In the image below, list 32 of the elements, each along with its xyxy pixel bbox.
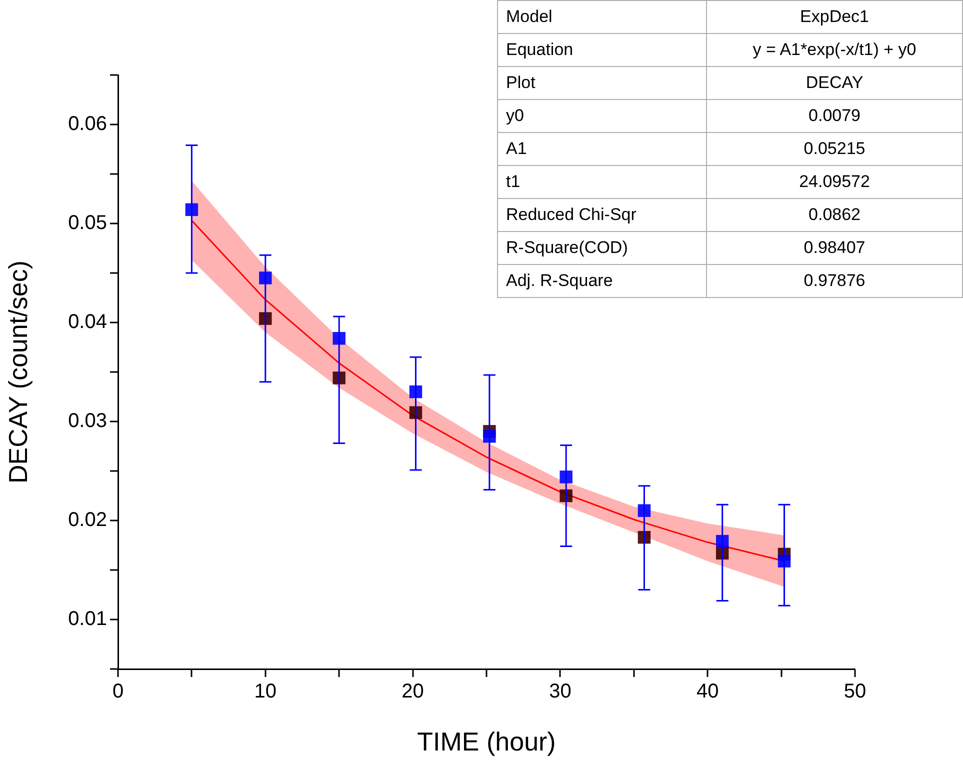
annotation: 0.98407 bbox=[706, 232, 962, 264]
x-tick-label: 10 bbox=[254, 680, 277, 703]
x-axis-title: TIME (hour) bbox=[417, 726, 556, 757]
annotation: 0.97876 bbox=[706, 264, 962, 298]
y-tick-label: 0.06 bbox=[68, 113, 107, 136]
text: ExpDec1 bbox=[800, 7, 870, 26]
x-tick-label: 30 bbox=[549, 680, 572, 703]
y-tick-label: 0.02 bbox=[68, 509, 107, 532]
annotation: 0.0079 bbox=[706, 100, 962, 132]
y-tick-label: 0.03 bbox=[68, 410, 107, 432]
annotation: Adj. R-Square bbox=[498, 264, 707, 298]
y-axis-title: DECAY (count/sec) bbox=[2, 260, 33, 484]
x-tick-label: 0 bbox=[112, 680, 124, 703]
y-tick-label: 0.01 bbox=[68, 608, 107, 630]
annotation: t1 bbox=[498, 166, 707, 198]
x-tick-label: 50 bbox=[844, 680, 866, 703]
annotation: DECAY bbox=[706, 66, 962, 100]
annotation: 24.09572 bbox=[706, 166, 962, 198]
x-tick-label: 20 bbox=[402, 680, 424, 703]
x-tick-label: 40 bbox=[696, 680, 719, 703]
text: y = A1*exp(-x/t1) + y0 bbox=[752, 40, 916, 59]
text: Model bbox=[506, 7, 552, 26]
y-tick-label: 0.05 bbox=[68, 212, 107, 234]
annotation: y0 bbox=[498, 100, 707, 132]
annotation: Reduced Chi-Sqr bbox=[498, 198, 707, 232]
text: Equation bbox=[506, 40, 574, 59]
annotation: R-Square(COD) bbox=[498, 232, 707, 264]
annotation: Plot bbox=[498, 66, 707, 100]
annotation: 0.0862 bbox=[706, 198, 962, 232]
annotation: A1 bbox=[498, 132, 707, 166]
y-tick-label: 0.04 bbox=[68, 311, 107, 334]
annotation: 0.05215 bbox=[706, 132, 962, 166]
